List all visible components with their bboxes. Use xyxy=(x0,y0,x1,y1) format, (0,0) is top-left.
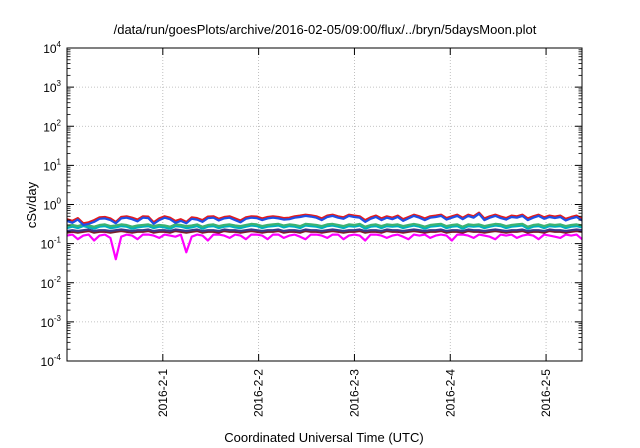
series-line xyxy=(66,233,583,261)
y-tick-label: 100 xyxy=(43,197,61,213)
y-tick-label: 101 xyxy=(43,157,61,173)
y-tick-label: 102 xyxy=(43,118,61,134)
series-lines xyxy=(66,211,583,261)
x-axis-ticks: 2016-2-1 2016-2-2 2016-2-3 2016-2-4 2016-2-5 xyxy=(156,48,553,417)
y-axis-label: cSv/day xyxy=(24,181,39,228)
y-tick-label: 103 xyxy=(43,79,61,95)
x-tick-label: 2016-2-3 xyxy=(347,369,361,417)
x-axis-label: Coordinated Universal Time (UTC) xyxy=(224,430,423,445)
chart-title: /data/run/goesPlots/archive/2016-02-05/0… xyxy=(114,22,537,37)
plot-frame xyxy=(66,47,583,362)
series-line xyxy=(66,229,583,234)
x-tick-label: 2016-2-5 xyxy=(539,369,553,417)
y-axis-ticks: 10-4 10-3 10-2 10-1 100 101 102 103 104 xyxy=(41,40,582,369)
y-tick-label: 104 xyxy=(43,40,61,56)
grid-lines xyxy=(67,48,582,361)
series-line xyxy=(66,228,583,233)
y-tick-label: 10-3 xyxy=(41,314,62,330)
x-tick-label: 2016-2-4 xyxy=(443,369,457,417)
y-tick-label: 10-1 xyxy=(41,236,62,252)
x-tick-label: 2016-2-1 xyxy=(156,369,170,417)
x-tick-label: 2016-2-2 xyxy=(252,369,266,417)
y-tick-label: 10-4 xyxy=(41,353,62,369)
series-line xyxy=(66,224,583,230)
series-line xyxy=(66,222,583,228)
y-tick-label: 10-2 xyxy=(41,275,62,291)
series-line xyxy=(66,212,583,227)
